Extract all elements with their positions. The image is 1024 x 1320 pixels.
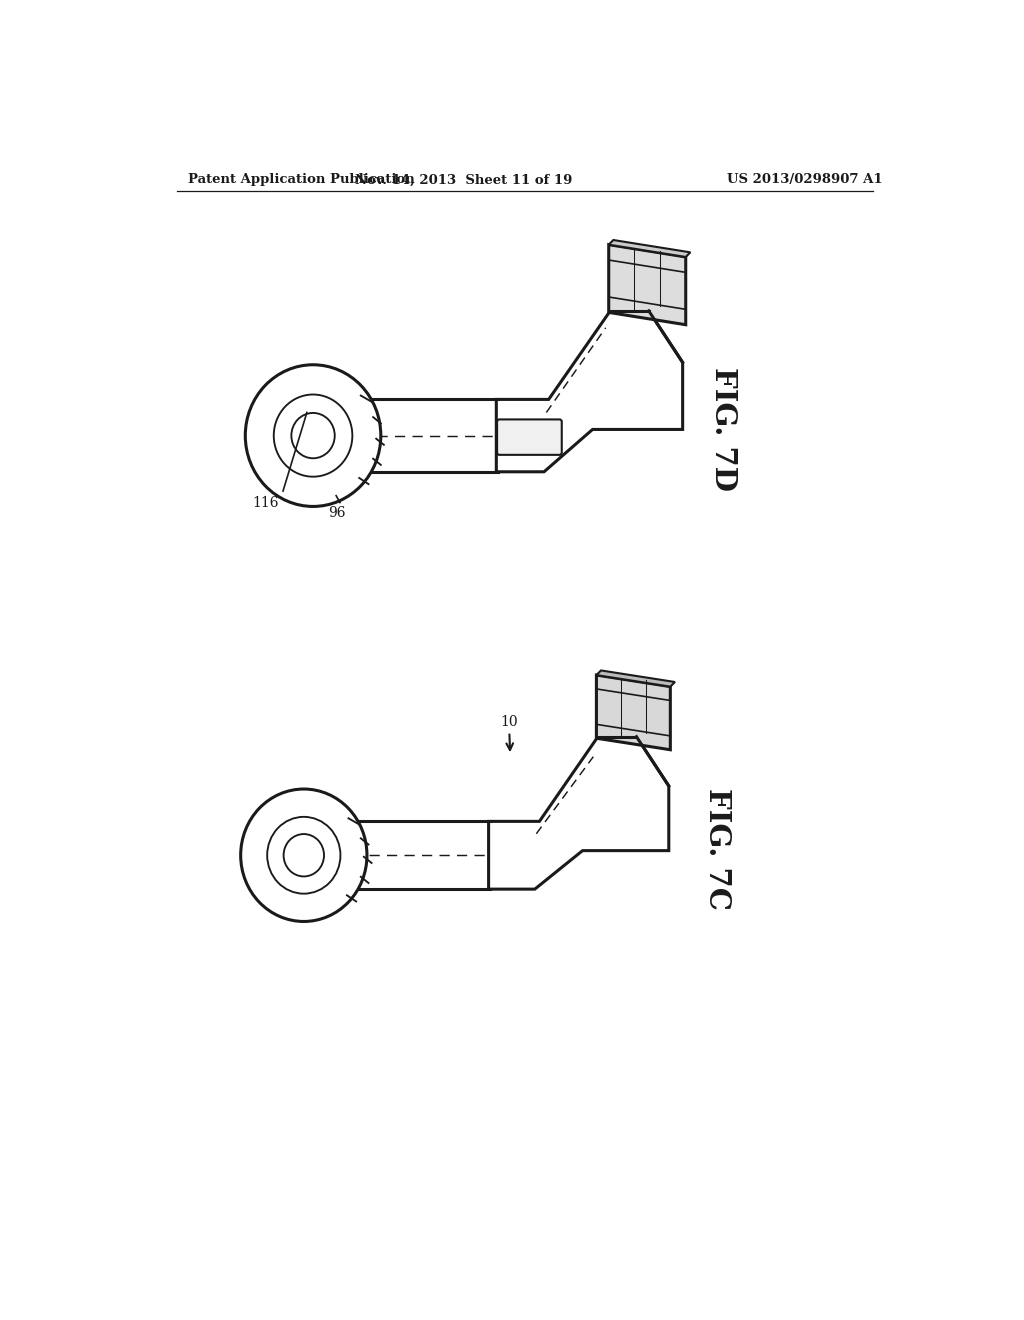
Polygon shape xyxy=(497,312,683,471)
FancyBboxPatch shape xyxy=(323,400,498,471)
FancyBboxPatch shape xyxy=(497,420,562,455)
Polygon shape xyxy=(488,737,669,890)
Ellipse shape xyxy=(246,364,381,507)
Text: 10: 10 xyxy=(500,715,518,750)
Text: FIG. 7C: FIG. 7C xyxy=(702,788,732,909)
Polygon shape xyxy=(608,244,686,325)
Text: Nov. 14, 2013  Sheet 11 of 19: Nov. 14, 2013 Sheet 11 of 19 xyxy=(354,173,571,186)
Text: Patent Application Publication: Patent Application Publication xyxy=(188,173,415,186)
Polygon shape xyxy=(608,240,690,257)
Text: FIG. 7D: FIG. 7D xyxy=(709,367,738,491)
Text: 96: 96 xyxy=(328,506,346,520)
Polygon shape xyxy=(596,675,671,750)
Text: US 2013/0298907 A1: US 2013/0298907 A1 xyxy=(727,173,883,186)
Ellipse shape xyxy=(241,789,367,921)
FancyBboxPatch shape xyxy=(311,821,490,890)
Text: 116: 116 xyxy=(252,495,279,510)
Polygon shape xyxy=(596,671,675,686)
